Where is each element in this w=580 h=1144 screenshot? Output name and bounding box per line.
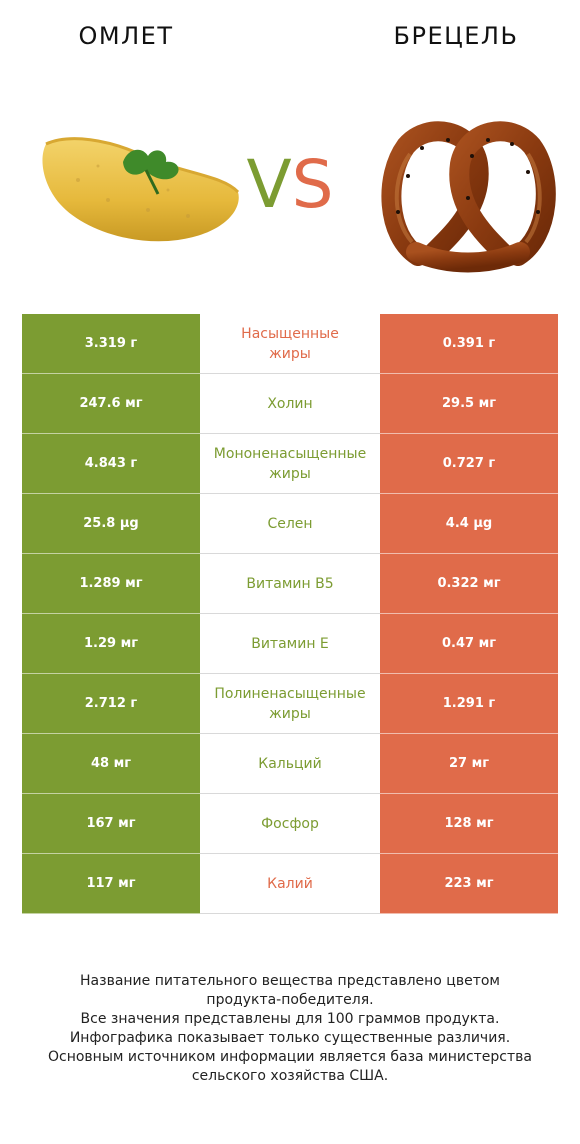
footer-line: Название питательного вещества представл… <box>80 973 500 989</box>
vs-s-letter: S <box>291 146 334 223</box>
table-row: 3.319 г Насыщенные жиры 0.391 г <box>22 314 558 374</box>
right-value-cell: 0.391 г <box>380 314 558 374</box>
omelet-image <box>42 137 240 242</box>
nutrient-name-cell: Полиненасыщенные жиры <box>200 674 380 734</box>
table-row: 1.289 мг Витамин B5 0.322 мг <box>22 554 558 614</box>
nutrient-name-cell: Холин <box>200 374 380 434</box>
table-row: 2.712 г Полиненасыщенные жиры 1.291 г <box>22 674 558 734</box>
nutrient-name-cell: Фосфор <box>200 794 380 854</box>
table-row: 1.29 мг Витамин E 0.47 мг <box>22 614 558 674</box>
footer-line: Все значения представлены для 100 граммо… <box>80 1011 500 1027</box>
right-food-title: БРЕЦЕЛЬ <box>393 22 519 50</box>
left-value-cell: 2.712 г <box>22 674 200 734</box>
nutrient-name-cell: Витамин B5 <box>200 554 380 614</box>
nutrient-name-cell: Витамин E <box>200 614 380 674</box>
nutrient-name-cell: Селен <box>200 494 380 554</box>
footer-note: Название питательного вещества представл… <box>20 972 560 1086</box>
nutrient-name-cell: Калий <box>200 854 380 914</box>
left-value-cell: 4.843 г <box>22 434 200 494</box>
right-value-cell: 1.291 г <box>380 674 558 734</box>
nutrient-name-cell: Мононенасыщенные жиры <box>200 434 380 494</box>
footer-line: Основным источником информации является … <box>48 1049 532 1065</box>
right-value-cell: 0.322 мг <box>380 554 558 614</box>
table-row: 48 мг Кальций 27 мг <box>22 734 558 794</box>
vs-label: VS <box>222 140 358 230</box>
left-value-cell: 48 мг <box>22 734 200 794</box>
nutrient-name-cell: Насыщенные жиры <box>200 314 380 374</box>
nutrient-name-cell: Кальций <box>200 734 380 794</box>
comparison-table: 3.319 г Насыщенные жиры 0.391 г 247.6 мг Хол… <box>22 314 558 914</box>
right-value-cell: 4.4 µg <box>380 494 558 554</box>
left-value-cell: 1.29 мг <box>22 614 200 674</box>
footer-line: продукта-победителя. <box>206 992 374 1008</box>
left-food-title: ОМЛЕТ <box>78 22 174 50</box>
left-value-cell: 25.8 µg <box>22 494 200 554</box>
left-value-cell: 247.6 мг <box>22 374 200 434</box>
pretzel-image <box>381 121 556 273</box>
vs-v-letter: V <box>246 146 292 223</box>
left-value-cell: 1.289 мг <box>22 554 200 614</box>
right-value-cell: 0.47 мг <box>380 614 558 674</box>
table-row: 4.843 г Мононенасыщенные жиры 0.727 г <box>22 434 558 494</box>
left-value-cell: 167 мг <box>22 794 200 854</box>
table-row: 117 мг Калий 223 мг <box>22 854 558 914</box>
right-value-cell: 29.5 мг <box>380 374 558 434</box>
footer-line: сельского хозяйства США. <box>191 1068 389 1084</box>
right-value-cell: 223 мг <box>380 854 558 914</box>
table-row: 167 мг Фосфор 128 мг <box>22 794 558 854</box>
table-row: 247.6 мг Холин 29.5 мг <box>22 374 558 434</box>
right-value-cell: 128 мг <box>380 794 558 854</box>
right-value-cell: 0.727 г <box>380 434 558 494</box>
left-value-cell: 117 мг <box>22 854 200 914</box>
right-value-cell: 27 мг <box>380 734 558 794</box>
left-value-cell: 3.319 г <box>22 314 200 374</box>
table-row: 25.8 µg Селен 4.4 µg <box>22 494 558 554</box>
footer-line: Инфографика показывает только существенн… <box>69 1030 511 1046</box>
